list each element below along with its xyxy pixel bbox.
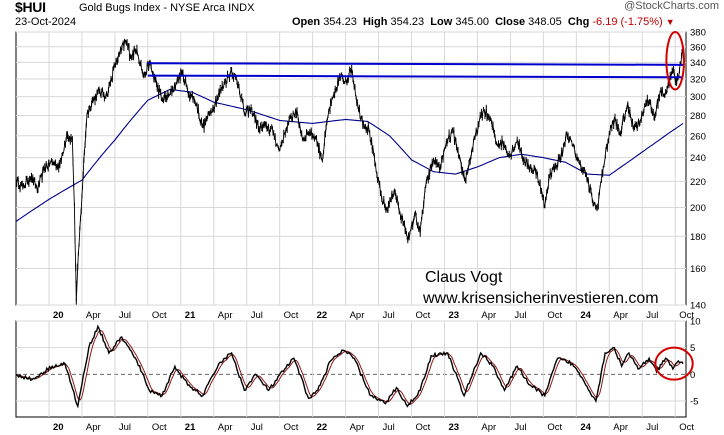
osc-x-tick-label: Oct <box>416 422 431 433</box>
open-label: Open <box>292 16 321 28</box>
osc-y-tick-label: 10 <box>690 317 701 328</box>
osc-x-tick-label: Apr <box>86 422 101 433</box>
highlight-ellipse-oscillator <box>654 346 694 381</box>
price-y-tick-label: 140 <box>690 301 706 312</box>
osc-x-tick-label: Jul <box>646 422 658 433</box>
price-x-tick-label: Apr <box>86 310 101 321</box>
osc-plot-area <box>15 320 687 418</box>
price-x-tick-label: 24 <box>580 310 591 321</box>
stockcharts-brand[interactable]: @StockCharts.com <box>624 0 719 12</box>
oscillator-line <box>15 324 684 409</box>
osc-x-tick-label: Apr <box>613 422 628 433</box>
price-x-tick-label: Oct <box>152 310 167 321</box>
low-value: 345.00 <box>455 16 489 28</box>
osc-x-tick-label: 23 <box>448 422 459 433</box>
price-x-tick-label: Oct <box>416 310 431 321</box>
watermark-site: www.krisensicherinvestieren.com <box>422 290 659 307</box>
price-x-tick-label: Apr <box>350 310 365 321</box>
price-y-tick-label: 200 <box>690 203 706 214</box>
osc-x-tick-label: Oct <box>284 422 299 433</box>
price-x-tick-label: Jul <box>646 310 658 321</box>
osc-x-tick-label: 22 <box>317 422 328 433</box>
osc-y-tick-label: 5 <box>690 343 695 354</box>
osc-x-tick-label: Oct <box>152 422 167 433</box>
highlight-ellipse-price <box>665 31 685 91</box>
price-y-tick-label: 360 <box>690 42 706 53</box>
open-value: 354.23 <box>323 16 357 28</box>
price-x-tick-label: Jul <box>514 310 526 321</box>
price-x-tick-label: Apr <box>613 310 628 321</box>
oscillator-signal-line <box>15 329 684 405</box>
price-y-tick-label: 220 <box>690 177 706 188</box>
price-x-tick-label: 20 <box>53 310 64 321</box>
close-value: 348.05 <box>528 16 562 28</box>
price-line <box>15 39 684 302</box>
price-y-tick-label: 300 <box>690 92 706 103</box>
price-x-tick-label: 22 <box>317 310 328 321</box>
price-x-tick-label: Jul <box>119 310 131 321</box>
resistance-line-2 <box>147 74 684 79</box>
osc-x-tick-label: Jul <box>514 422 526 433</box>
osc-x-tick-label: 24 <box>580 422 591 433</box>
resistance-line-1 <box>147 62 684 66</box>
osc-panel: -5 0 5 10 <box>15 317 701 418</box>
moving-average-line <box>15 88 684 222</box>
price-x-tick-label: 21 <box>185 310 196 321</box>
osc-x-tick-label: Apr <box>350 422 365 433</box>
chart-date: 23-Oct-2024 <box>15 16 77 28</box>
close-label: Close <box>495 16 526 28</box>
price-y-tick-label: 180 <box>690 232 706 243</box>
price-x-tick-label: Oct <box>679 310 694 321</box>
price-x-tick-label: Apr <box>481 310 496 321</box>
price-y-tick-label: 340 <box>690 58 706 69</box>
osc-x-tick-label: Jul <box>119 422 131 433</box>
osc-x-tick-label: Oct <box>547 422 562 433</box>
osc-y-tick-label: 0 <box>690 370 695 381</box>
price-y-tick-label: 240 <box>690 153 706 164</box>
high-value: 354.23 <box>390 16 425 28</box>
change-value: -6.19 (-1.75%) <box>592 16 663 28</box>
osc-x-tick-label: Jul <box>383 422 395 433</box>
price-panel: 140 160 180 200 220 240 260 280 300 320 340 360 380 C… <box>15 28 706 312</box>
price-x-tick-label: Apr <box>218 310 233 321</box>
price-x-tick-label: Oct <box>284 310 299 321</box>
price-y-tick-label: 160 <box>690 264 706 275</box>
osc-x-tick-label: Jul <box>251 422 263 433</box>
osc-x-tick-label: Apr <box>218 422 233 433</box>
high-label: High <box>362 16 388 28</box>
price-x-tick-label: Jul <box>383 310 395 321</box>
price-y-tick-label: 260 <box>690 131 706 142</box>
osc-x-tick-label: 20 <box>53 422 64 433</box>
low-label: Low <box>430 16 453 28</box>
osc-x-tick-label: Oct <box>679 422 694 433</box>
watermark-author: Claus Vogt <box>425 269 503 286</box>
osc-x-tick-label: Apr <box>481 422 496 433</box>
ticker-symbol: $HUI <box>15 0 46 15</box>
ohlc-readout: Open 354.23 High 354.23 Low 345.00 Close… <box>292 16 675 28</box>
down-arrow-icon: ▼ <box>665 17 675 27</box>
change-label: Chg <box>567 16 590 28</box>
price-y-tick-label: 280 <box>690 111 706 122</box>
price-x-tick-label: 23 <box>448 310 459 321</box>
price-x-tick-label: Oct <box>547 310 562 321</box>
index-name: Gold Bugs Index - NYSE Arca INDX <box>79 2 255 14</box>
price-x-tick-label: Jul <box>251 310 263 321</box>
price-y-tick-label: 320 <box>690 74 706 85</box>
chart-header: $HUI Gold Bugs Index - NYSE Arca INDX @S… <box>0 0 724 32</box>
osc-y-tick-label: -5 <box>690 397 698 408</box>
price-y-tick-label: 380 <box>690 28 706 39</box>
osc-x-tick-label: 21 <box>185 422 196 433</box>
